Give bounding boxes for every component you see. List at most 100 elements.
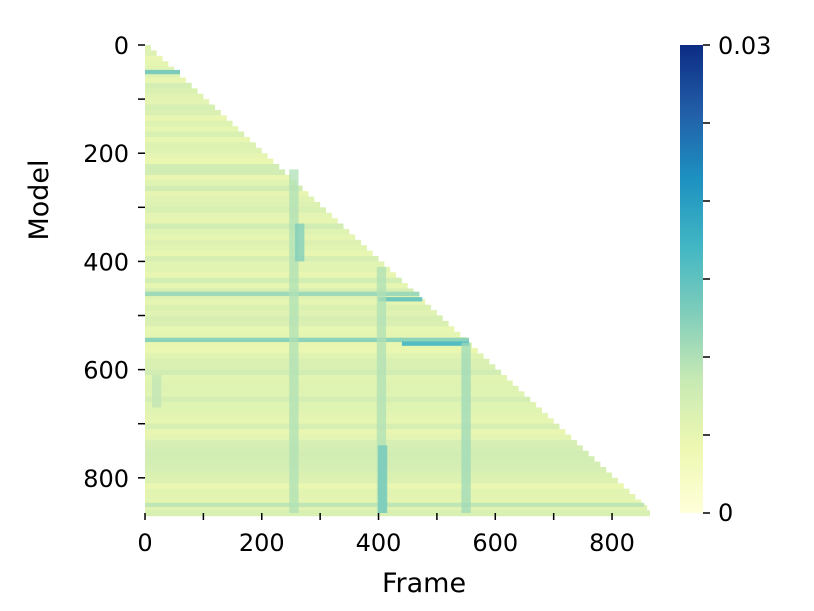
heatmap-row [145,326,455,333]
x-tick-label: 200 [239,529,285,557]
heatmap-row [145,331,461,338]
y-tick-label: 600 [83,357,129,385]
heatmap-row [145,347,478,354]
heatmap-vertical-band [295,223,305,262]
heatmap-row [145,239,362,246]
heatmap-row [145,412,548,419]
heatmap-row [145,375,507,381]
heatmap-horizontal-band [378,297,423,302]
y-tick-label: 400 [83,248,129,276]
heatmap-bands [145,69,645,513]
heatmap-row [145,201,321,208]
heatmap-row [145,510,650,517]
heatmap-row [145,450,589,457]
heatmap-row [145,61,169,68]
heatmap-row [145,283,408,289]
heatmap-row [145,499,642,506]
heatmap-row [145,277,402,284]
heatmap-row [145,174,291,181]
heatmap-vertical-band [289,169,299,513]
colorbar-min-label: 0 [718,499,733,527]
heatmap-row [145,364,496,371]
heatmap-row [145,396,531,403]
heatmap-row [145,196,315,203]
heatmap-horizontal-band [401,341,470,346]
y-tick-label: 0 [114,32,129,60]
y-axis: 0 200 400 600 800 [83,32,145,493]
heatmap-row [145,104,216,111]
x-axis-title: Frame [382,568,466,599]
heatmap-row [145,272,397,279]
heatmap-row [145,418,554,425]
heatmap-row [145,353,484,360]
heatmap-row [145,407,542,414]
heatmap-row [145,142,256,149]
heatmap-row [145,93,204,100]
heatmap-row [145,158,274,165]
heatmap-horizontal-band [145,337,470,343]
heatmap-row [145,293,420,300]
heatmap-row [145,120,233,127]
heatmap-row [145,218,338,225]
heatmap-row [145,380,513,387]
x-tick-label: 400 [356,529,402,557]
x-axis: 0 200 400 600 800 [137,513,635,557]
heatmap-row [145,456,595,463]
heatmap-row [145,423,560,430]
heatmap-cells [145,45,650,517]
heatmap-row [145,99,210,106]
heatmap-row [145,50,157,57]
heatmap-row [145,72,181,78]
heatmap-row [145,66,175,73]
heatmap-row [145,439,578,446]
heatmap-row [145,250,373,257]
heatmap-row [145,261,385,268]
heatmap-row [145,147,262,154]
heatmap-row [145,385,519,392]
heatmap-row [145,212,332,219]
heatmap-row [145,191,309,197]
heatmap-vertical-band [461,342,471,513]
heatmap-row [145,299,426,306]
y-tick-label: 800 [83,465,129,493]
heatmap-row [145,164,280,170]
heatmap-row [145,153,268,160]
heatmap-row [145,391,525,398]
heatmap-row [145,467,607,473]
colorbar-max-label: 0.03 [718,32,771,60]
heatmap-row [145,185,303,192]
heatmap-row [145,131,245,138]
heatmap-row [145,180,297,187]
colorbar-ticks [703,44,710,514]
x-tick-label: 0 [137,529,152,557]
heatmap-row [145,402,537,408]
heatmap-vertical-band [152,375,162,408]
heatmap-row [145,429,566,436]
heatmap-row [145,234,356,241]
heatmap-row [145,77,186,84]
heatmap-row [145,109,221,116]
heatmap-row [145,223,344,230]
colorbar [680,45,703,513]
y-axis-title: Model [24,159,55,240]
y-tick-label: 200 [83,140,129,168]
heatmap-horizontal-band [145,502,645,508]
heatmap-row [145,82,192,89]
heatmap-row [145,55,163,62]
heatmap-row [145,342,472,349]
heatmap-row [145,115,227,122]
heatmap-row [145,288,414,295]
heatmap-row [145,266,391,273]
heatmap-row [145,504,648,511]
heatmap-row [145,304,432,311]
heatmap-row [145,445,583,452]
heatmap-row [145,434,572,441]
heatmap-row [145,228,350,235]
heatmap-row [145,136,251,143]
heatmap-row [145,256,379,262]
heatmap-row [145,494,636,500]
heatmap-row [145,245,367,252]
heatmap-row [145,358,490,365]
heatmap-vertical-band [377,445,388,513]
